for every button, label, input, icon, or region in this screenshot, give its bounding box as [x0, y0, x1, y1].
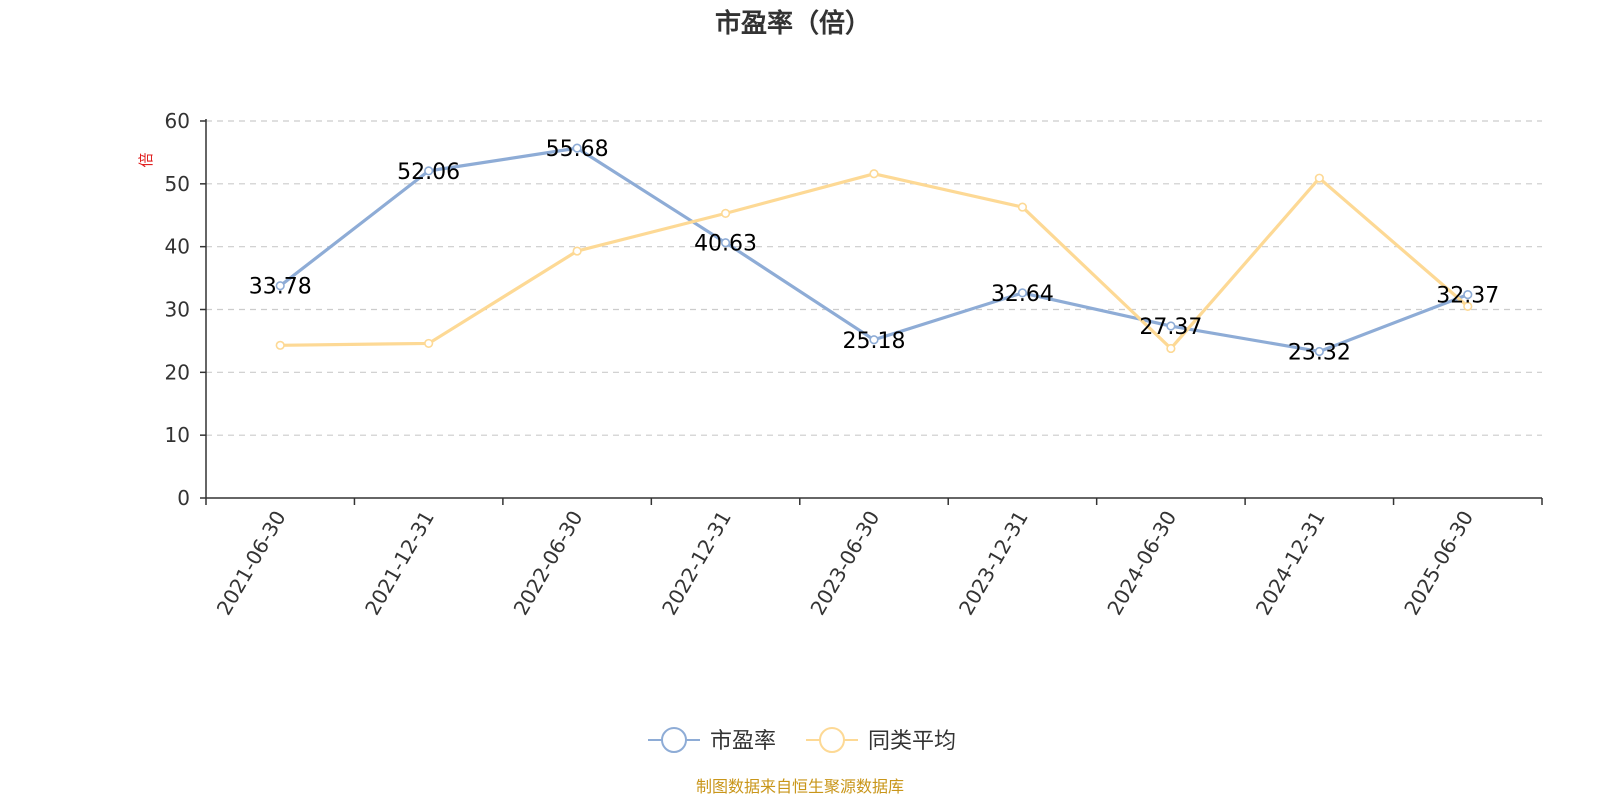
y-tick-label: 40 — [165, 235, 190, 259]
data-labels: 33.78 52.06 55.68 40.63 25.18 32.64 27.37 23.32… — [249, 137, 1500, 365]
x-tick-label: 2021-06-30 — [212, 507, 291, 620]
legend-item: 市盈率 — [648, 727, 776, 754]
data-point — [1017, 202, 1028, 212]
x-tick-label: 2024-12-31 — [1251, 507, 1330, 620]
data-point — [1463, 290, 1473, 300]
series-line-peer-average — [280, 172, 1469, 351]
y-tick-label: 30 — [165, 298, 190, 322]
data-label: 23.32 — [1288, 340, 1351, 365]
x-tick-label: 2021-12-31 — [360, 507, 439, 620]
data-point — [275, 340, 285, 350]
data-point — [1017, 288, 1028, 298]
chart-title: 市盈率（倍） — [715, 8, 871, 39]
data-point — [720, 208, 731, 218]
data-point — [424, 338, 434, 349]
x-tick-label: 2023-12-31 — [954, 507, 1033, 620]
y-tick-label: 0 — [177, 486, 190, 510]
data-point — [424, 166, 434, 176]
data-label: 32.37 — [1436, 284, 1499, 309]
x-tick-label: 2023-06-30 — [805, 507, 884, 620]
legend-swatch-marker — [819, 727, 845, 753]
data-label: 32.64 — [991, 282, 1054, 307]
data-point — [1463, 301, 1473, 311]
data-point — [1314, 346, 1324, 357]
x-tick-label: 2024-06-30 — [1102, 507, 1181, 620]
y-tick-label: 20 — [165, 360, 190, 384]
data-point — [869, 335, 879, 345]
legend-label: 市盈率 — [710, 729, 776, 754]
y-tick-label: 50 — [165, 172, 190, 196]
legend: 市盈率 同类平均 — [648, 727, 956, 754]
data-label: 27.37 — [1139, 315, 1202, 340]
gridlines — [206, 120, 1542, 436]
data-point — [1314, 173, 1324, 183]
data-point — [572, 143, 582, 153]
data-point — [572, 246, 582, 256]
x-tick-label: 2025-06-30 — [1399, 507, 1478, 620]
x-tick-label: 2022-06-30 — [509, 507, 588, 620]
data-point — [1166, 343, 1176, 354]
y-tick-label: 60 — [165, 109, 190, 133]
y-tick-label: 10 — [165, 423, 190, 447]
data-label: 40.63 — [694, 232, 757, 257]
data-label: 55.68 — [546, 137, 609, 162]
series-lines — [275, 143, 1473, 357]
data-label: 33.78 — [249, 275, 312, 300]
source-note: 制图数据来自恒生聚源数据库 — [696, 777, 904, 796]
data-point — [275, 281, 285, 291]
data-point — [1166, 321, 1176, 331]
x-tick-label: 2022-12-31 — [657, 507, 736, 620]
legend-label: 同类平均 — [868, 729, 956, 754]
data-label: 52.06 — [397, 160, 460, 185]
data-point — [869, 169, 879, 179]
legend-swatch-marker — [661, 727, 687, 753]
y-axis-unit: 倍 — [137, 152, 155, 167]
data-label: 25.18 — [843, 329, 906, 354]
legend-item: 同类平均 — [806, 727, 956, 754]
data-point — [720, 238, 731, 248]
